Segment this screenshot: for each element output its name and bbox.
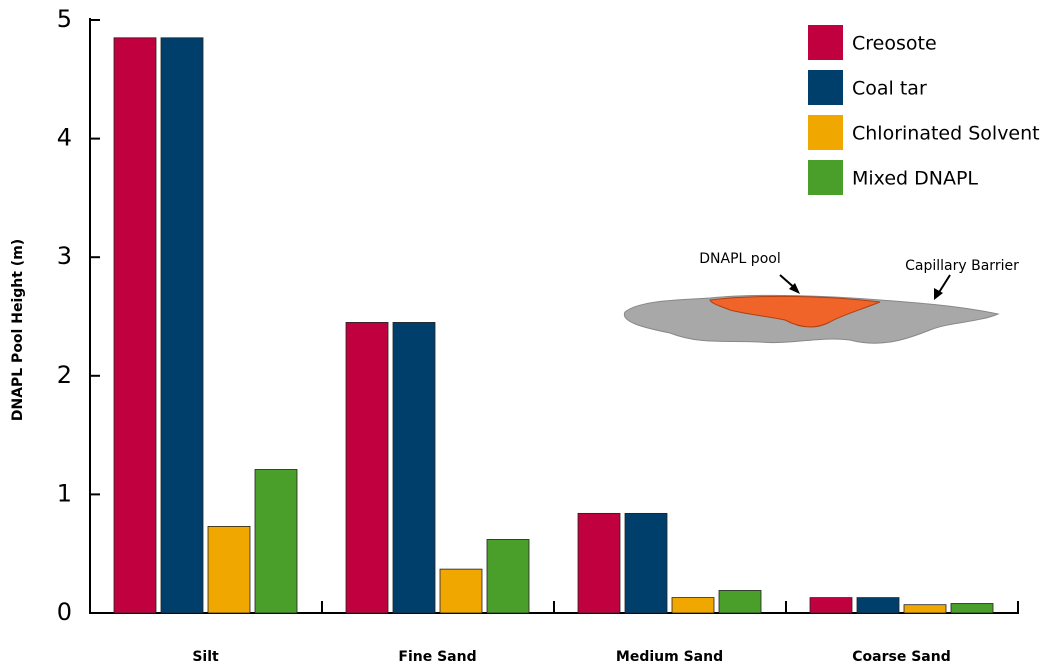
x-tick-label: Coarse Sand: [852, 649, 950, 665]
annotation: Capillary Barrier: [905, 258, 1019, 274]
y-tick-label: 4: [57, 124, 72, 152]
legend-label: Mixed DNAPL: [852, 168, 978, 190]
bar: [718, 590, 762, 614]
y-tick-label: 2: [57, 361, 72, 389]
legend-swatch: [808, 25, 843, 60]
bar: [254, 469, 298, 614]
inset-illustration: DNAPL pool Capillary Barrier: [623, 251, 1019, 344]
annotation: DNAPL pool: [699, 251, 780, 267]
bar: [856, 597, 900, 614]
x-tick-label: Fine Sand: [398, 649, 476, 665]
y-tick-label: 0: [57, 598, 72, 626]
x-tick-label: Medium Sand: [616, 649, 723, 665]
bar: [113, 37, 157, 614]
bar: [392, 322, 436, 614]
y-tick-label: 5: [57, 5, 72, 33]
bar: [624, 512, 668, 614]
bar: [671, 597, 715, 614]
y-tick-label: 3: [57, 242, 72, 270]
bar: [439, 568, 483, 614]
x-tick-label: Silt: [192, 649, 219, 665]
legend-swatch: [808, 115, 843, 150]
bar: [950, 603, 994, 614]
legend-label: Creosote: [852, 33, 937, 55]
y-axis-label: DNAPL Pool Height (m): [10, 239, 26, 421]
legend-label: Coal tar: [852, 78, 927, 100]
bar: [903, 604, 947, 614]
bar: [809, 597, 853, 614]
bar: [486, 539, 530, 614]
bar: [207, 526, 251, 614]
dnapl-pool-shape: [709, 295, 881, 328]
arrowhead: [934, 288, 943, 300]
arrow: [937, 274, 951, 295]
bar: [345, 322, 389, 614]
bar: [160, 37, 204, 614]
arrowhead: [789, 283, 800, 294]
legend-swatch: [808, 70, 843, 105]
legend-label: Chlorinated Solvent: [852, 123, 1040, 145]
y-tick-label: 1: [57, 479, 72, 507]
legend-swatch: [808, 160, 843, 195]
bar: [577, 512, 621, 614]
